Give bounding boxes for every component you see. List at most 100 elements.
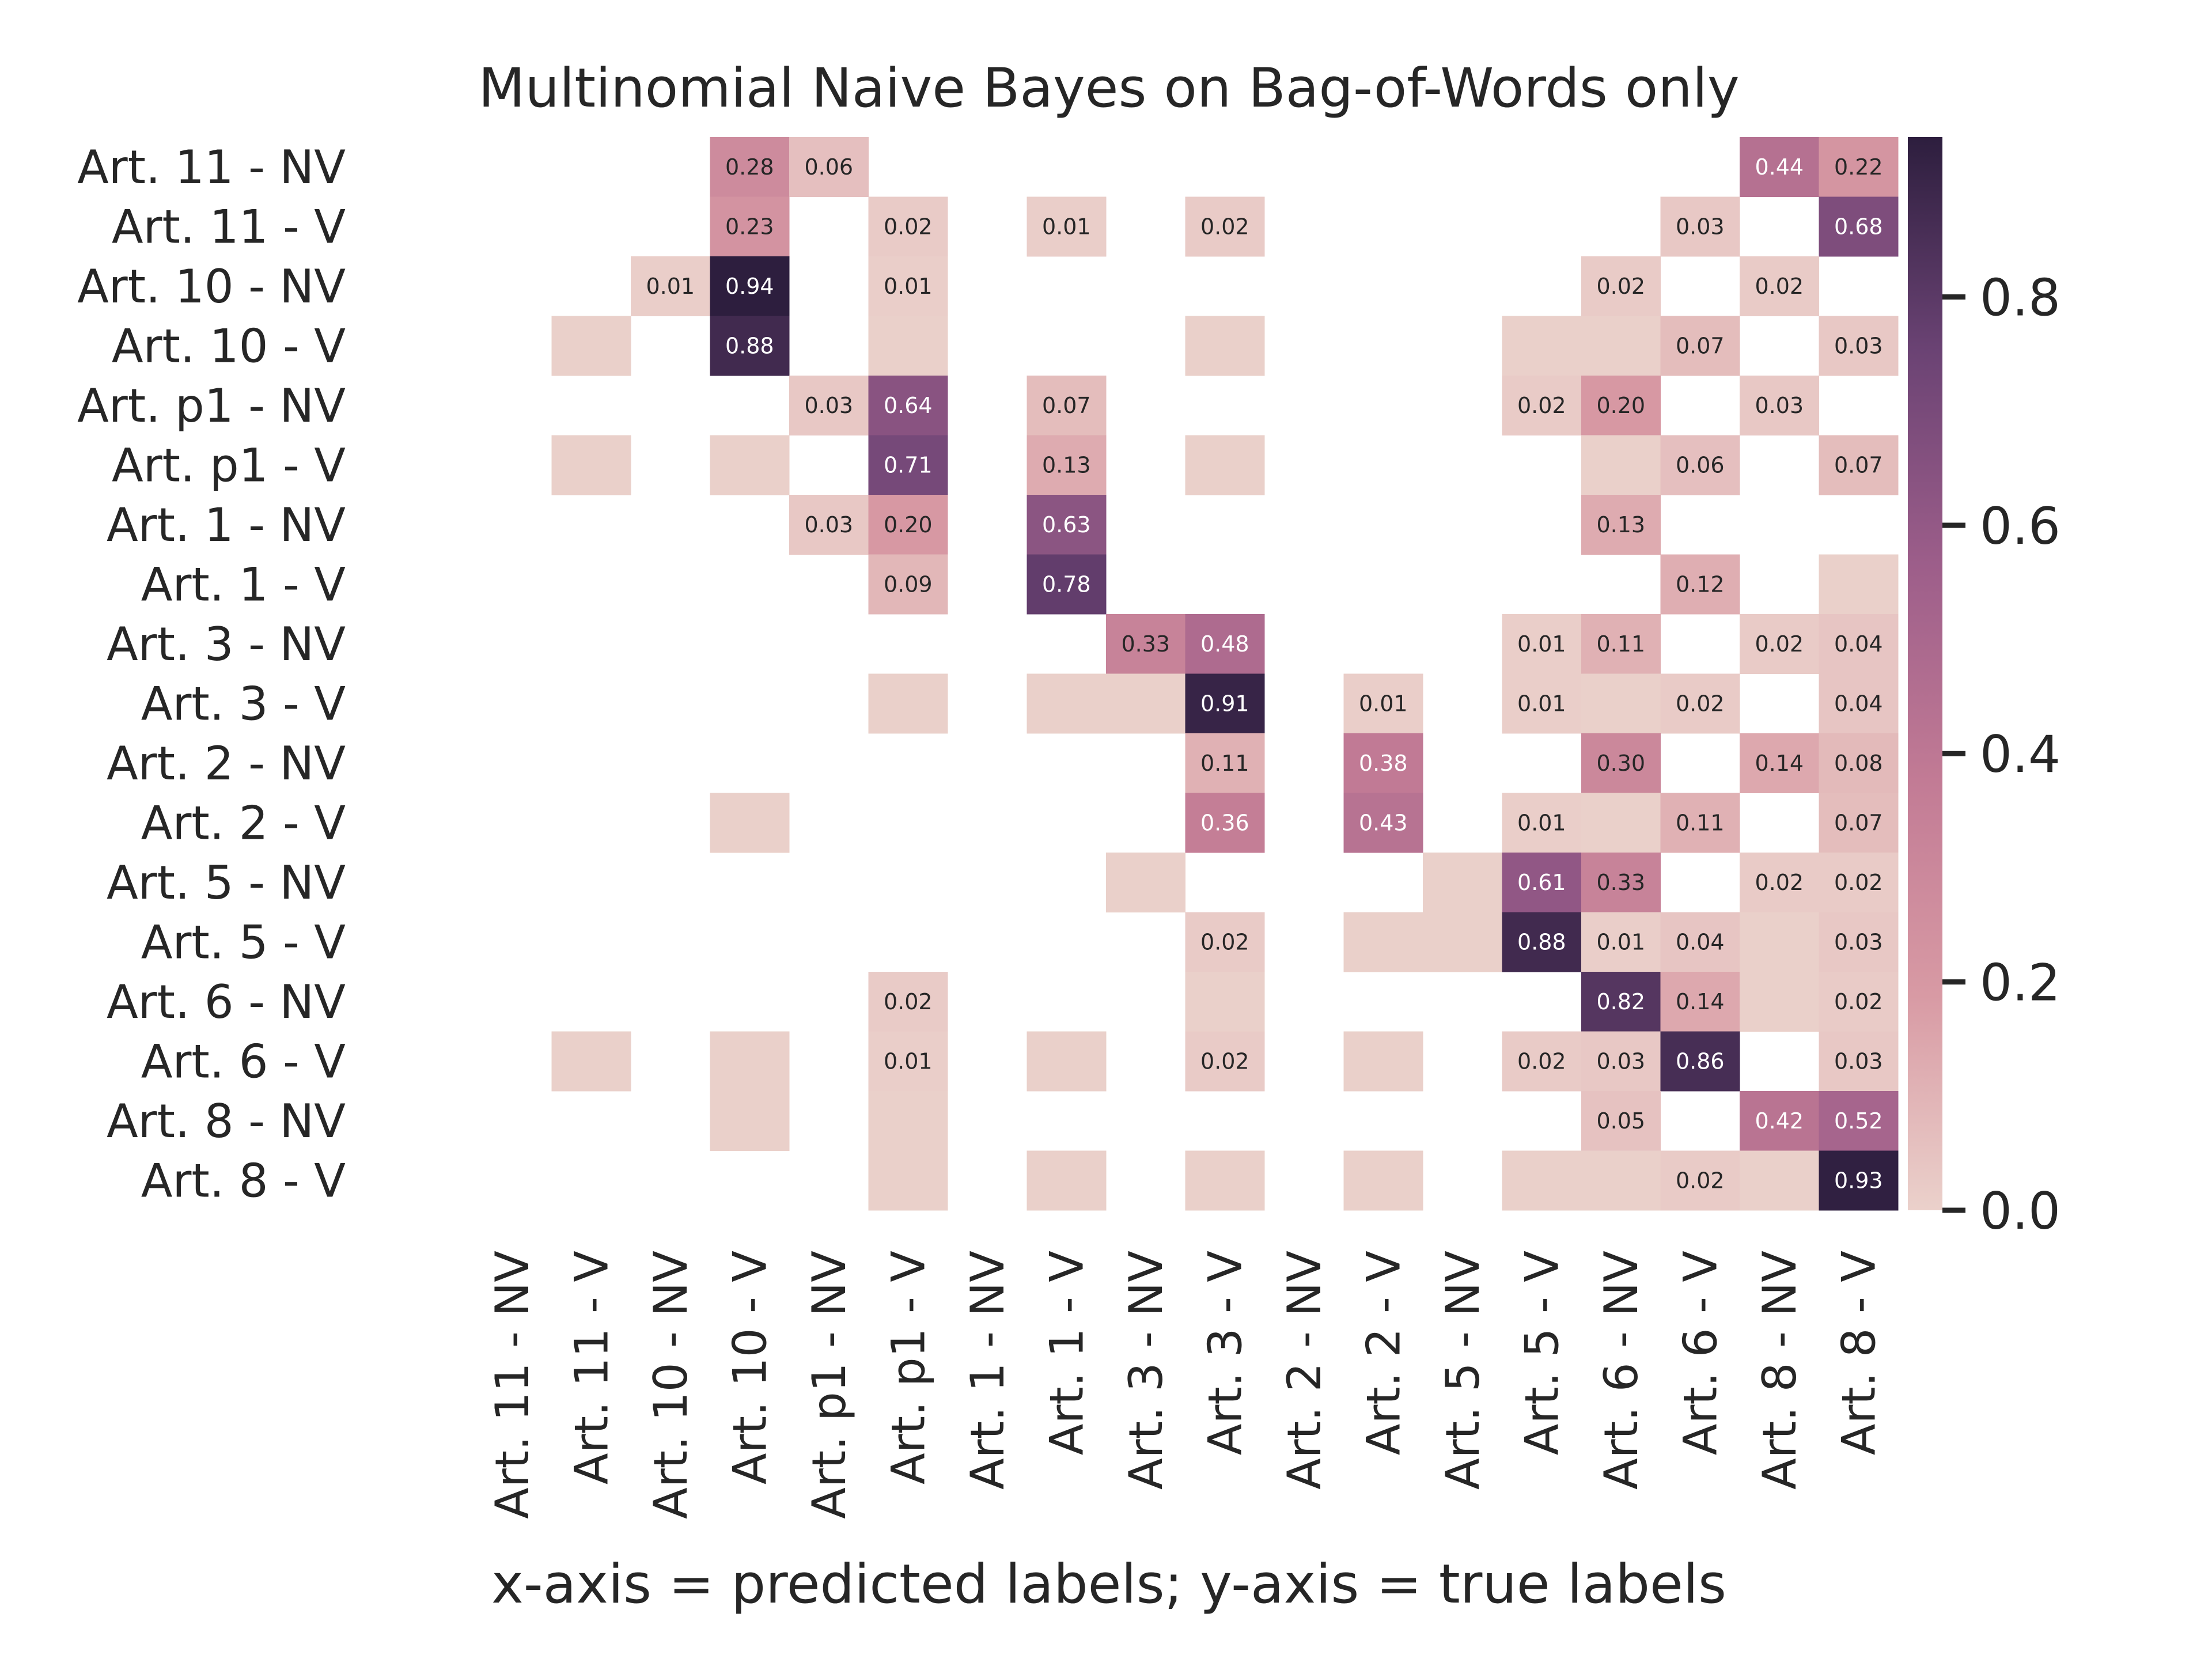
x-tick-label: Art. 6 - NV bbox=[1594, 1251, 1648, 1490]
heatmap-cell bbox=[710, 316, 790, 376]
heatmap-cell bbox=[1740, 733, 1819, 793]
heatmap-cell bbox=[1660, 196, 1740, 257]
heatmap-cell bbox=[1819, 554, 1899, 615]
heatmap-cell bbox=[1819, 1150, 1899, 1211]
heatmap-cell bbox=[551, 1031, 631, 1092]
heatmap-cell bbox=[1027, 1031, 1107, 1092]
y-axis-tick-labels: Art. 11 - NV Art. 11 - V Art. 10 - NV Art. … bbox=[77, 141, 346, 1208]
heatmap-cell bbox=[1343, 793, 1423, 853]
y-tick-label: Art. 6 - NV bbox=[107, 975, 346, 1029]
heatmap-cell bbox=[1185, 1031, 1265, 1092]
cell-value-label: 0.03 bbox=[1755, 393, 1804, 418]
heatmap-cell bbox=[1740, 614, 1819, 674]
heatmap-cell bbox=[1343, 733, 1423, 793]
heatmap-cell bbox=[1660, 1031, 1740, 1092]
heatmap-cell bbox=[1581, 256, 1661, 316]
heatmap-cell bbox=[1106, 673, 1185, 734]
cell-value-label: 0.02 bbox=[884, 989, 933, 1014]
heatmap-cell bbox=[868, 495, 948, 555]
heatmap-cell bbox=[1660, 912, 1740, 972]
cell-value-label: 0.36 bbox=[1200, 810, 1249, 835]
heatmap-cell bbox=[1581, 1091, 1661, 1151]
y-tick-label: Art. 10 - V bbox=[112, 319, 346, 373]
heatmap-cell bbox=[1027, 673, 1107, 734]
heatmap-cell bbox=[868, 196, 948, 257]
x-tick-label: Art. 5 - V bbox=[1515, 1251, 1569, 1455]
heatmap-cell bbox=[1819, 316, 1899, 376]
heatmap-cell bbox=[868, 316, 948, 376]
heatmap-cell bbox=[1027, 495, 1107, 555]
heatmap-cell bbox=[1740, 256, 1819, 316]
cell-value-label: 0.14 bbox=[1755, 751, 1804, 776]
x-tick-label: Art. 6 - V bbox=[1673, 1251, 1727, 1455]
heatmap-cell bbox=[868, 554, 948, 615]
y-tick-label: Art. 8 - NV bbox=[107, 1094, 346, 1148]
heatmap-cell bbox=[1740, 912, 1819, 972]
heatmap-cell bbox=[1740, 853, 1819, 912]
cell-value-label: 0.14 bbox=[1676, 989, 1725, 1014]
heatmap-cell bbox=[1660, 673, 1740, 734]
heatmap-cell bbox=[1027, 435, 1107, 495]
colorbar bbox=[1908, 137, 1942, 1210]
cell-value-label: 0.38 bbox=[1359, 751, 1408, 776]
cell-value-label: 0.02 bbox=[1517, 393, 1566, 418]
cell-value-label: 0.42 bbox=[1755, 1108, 1804, 1134]
cell-value-label: 0.07 bbox=[1834, 452, 1883, 478]
cell-value-label: 0.52 bbox=[1834, 1108, 1883, 1134]
cell-value-label: 0.04 bbox=[1834, 691, 1883, 716]
cell-value-label: 0.63 bbox=[1042, 512, 1091, 537]
y-tick-label: Art. 6 - V bbox=[141, 1035, 346, 1088]
cell-value-label: 0.02 bbox=[1755, 274, 1804, 299]
heatmap-cell bbox=[1581, 972, 1661, 1032]
cell-value-label: 0.01 bbox=[1517, 691, 1566, 716]
cell-value-label: 0.91 bbox=[1200, 691, 1249, 716]
cell-value-label: 0.03 bbox=[1834, 929, 1883, 955]
cell-value-label: 0.82 bbox=[1596, 989, 1645, 1014]
heatmap-cell bbox=[868, 1031, 948, 1092]
y-tick-label: Art. 11 - V bbox=[112, 200, 346, 253]
heatmap-cell bbox=[1660, 554, 1740, 615]
heatmap-cell bbox=[1502, 1031, 1582, 1092]
cell-value-label: 0.07 bbox=[1676, 333, 1725, 358]
heatmap-cells bbox=[551, 137, 1899, 1211]
cell-value-label: 0.01 bbox=[646, 274, 695, 299]
heatmap-cell bbox=[1581, 733, 1661, 793]
cell-value-label: 0.02 bbox=[1596, 274, 1645, 299]
heatmap-cell bbox=[1185, 316, 1265, 376]
heatmap-cell bbox=[1185, 912, 1265, 972]
heatmap-cell bbox=[1819, 733, 1899, 793]
heatmap-cell bbox=[1819, 853, 1899, 912]
heatmap-cell bbox=[1502, 1150, 1582, 1211]
x-tick-label: Art. 10 - NV bbox=[644, 1251, 698, 1519]
cell-value-label: 0.03 bbox=[804, 393, 853, 418]
cell-value-label: 0.61 bbox=[1517, 870, 1566, 895]
x-tick-label: Art. 11 - V bbox=[565, 1251, 618, 1484]
heatmap-cell bbox=[1185, 793, 1265, 853]
heatmap-cell-labels: 0.28 0.06 0.44 0.22 0.23 0.02 0.01 0.02 0.03 0.68… bbox=[646, 154, 1883, 1194]
y-tick-label: Art. 3 - V bbox=[141, 677, 346, 730]
heatmap-cell bbox=[1819, 912, 1899, 972]
heatmap-cell bbox=[1581, 793, 1661, 853]
heatmap-cell bbox=[1185, 733, 1265, 793]
y-tick-label: Art. p1 - NV bbox=[77, 379, 346, 433]
x-tick-label: Art. 8 - V bbox=[1832, 1251, 1885, 1455]
cell-value-label: 0.03 bbox=[1596, 1048, 1645, 1074]
cell-value-label: 0.86 bbox=[1676, 1048, 1725, 1074]
y-tick-label: Art. 2 - NV bbox=[107, 737, 346, 790]
cell-value-label: 0.05 bbox=[1596, 1108, 1645, 1134]
y-tick-label: Art. p1 - V bbox=[112, 438, 346, 492]
cell-value-label: 0.07 bbox=[1042, 393, 1091, 418]
heatmap-cell bbox=[1185, 196, 1265, 257]
x-tick-label: Art. p1 - NV bbox=[802, 1251, 856, 1519]
y-tick-label: Art. 1 - V bbox=[141, 558, 346, 611]
cell-value-label: 0.88 bbox=[1517, 929, 1566, 955]
cell-value-label: 0.02 bbox=[1676, 1168, 1725, 1193]
heatmap-cell bbox=[1819, 137, 1899, 197]
cell-value-label: 0.02 bbox=[1676, 691, 1725, 716]
heatmap-cell bbox=[710, 196, 790, 257]
heatmap-cell bbox=[551, 435, 631, 495]
cell-value-label: 0.28 bbox=[725, 154, 774, 180]
heatmap-cell bbox=[1343, 1150, 1423, 1211]
heatmap-cell bbox=[710, 1091, 790, 1151]
